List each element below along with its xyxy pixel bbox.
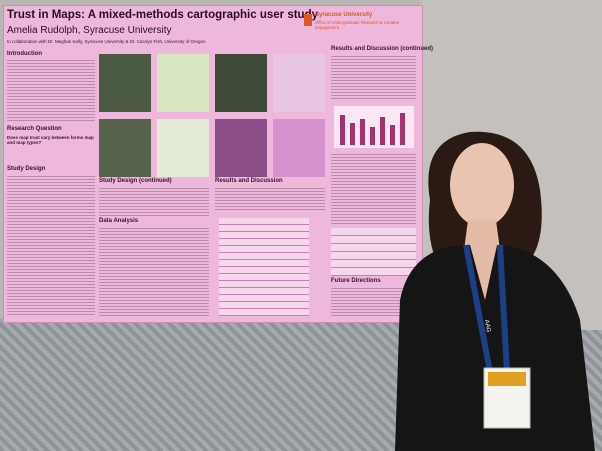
body-text [7,60,95,122]
section-heading: Future Directions [331,278,381,284]
section-heading: Study Design (continued) [99,178,172,184]
bar [380,117,385,145]
bar [390,125,395,145]
poster-collaborators: In collaboration with Dr. Meghan Kelly, … [7,39,206,44]
map-image [273,54,325,112]
section-heading: Study Design [7,166,46,172]
body-text [99,228,209,316]
poster-author: Amelia Rudolph, Syracuse University [7,25,172,36]
bar-chart [334,106,414,148]
body-text [331,154,416,224]
section-heading: Research Question [7,126,62,132]
map-image [99,119,151,177]
lanyard-text: AAG [483,319,491,333]
results-table [219,218,309,316]
section-heading: Results and Discussion [215,178,283,184]
map-image [273,119,325,177]
research-question: Does map trust vary between forms map an… [7,135,94,145]
bar [350,123,355,145]
neckline [470,245,497,300]
logo [304,14,312,26]
map-image [157,54,209,112]
body-text [99,188,209,216]
neck [464,220,500,250]
badge-banner [488,372,526,386]
results-table [331,228,416,276]
bar [360,119,365,145]
map-image [215,54,267,112]
section-heading: Introduction [7,51,42,57]
office: Office of Undergraduate Research & Creat… [315,20,400,30]
map-image [99,54,151,112]
bar [340,115,345,145]
poster: Trust in Maps: A mixed-methods cartograp… [3,5,433,323]
body-text [331,56,416,100]
clothing [395,245,595,451]
institution: Syracuse University [315,12,373,18]
section-heading: Data Analysis [99,218,139,224]
poster-title: Trust in Maps: A mixed-methods cartograp… [7,9,318,21]
bar [400,113,405,145]
lanyard [463,244,510,373]
map-image [215,119,267,177]
section-heading: Results and Discussion (continued) [331,46,434,52]
body-text [215,188,325,212]
bar [370,127,375,145]
face [450,143,514,227]
map-image [157,119,209,177]
body-text [7,176,95,316]
